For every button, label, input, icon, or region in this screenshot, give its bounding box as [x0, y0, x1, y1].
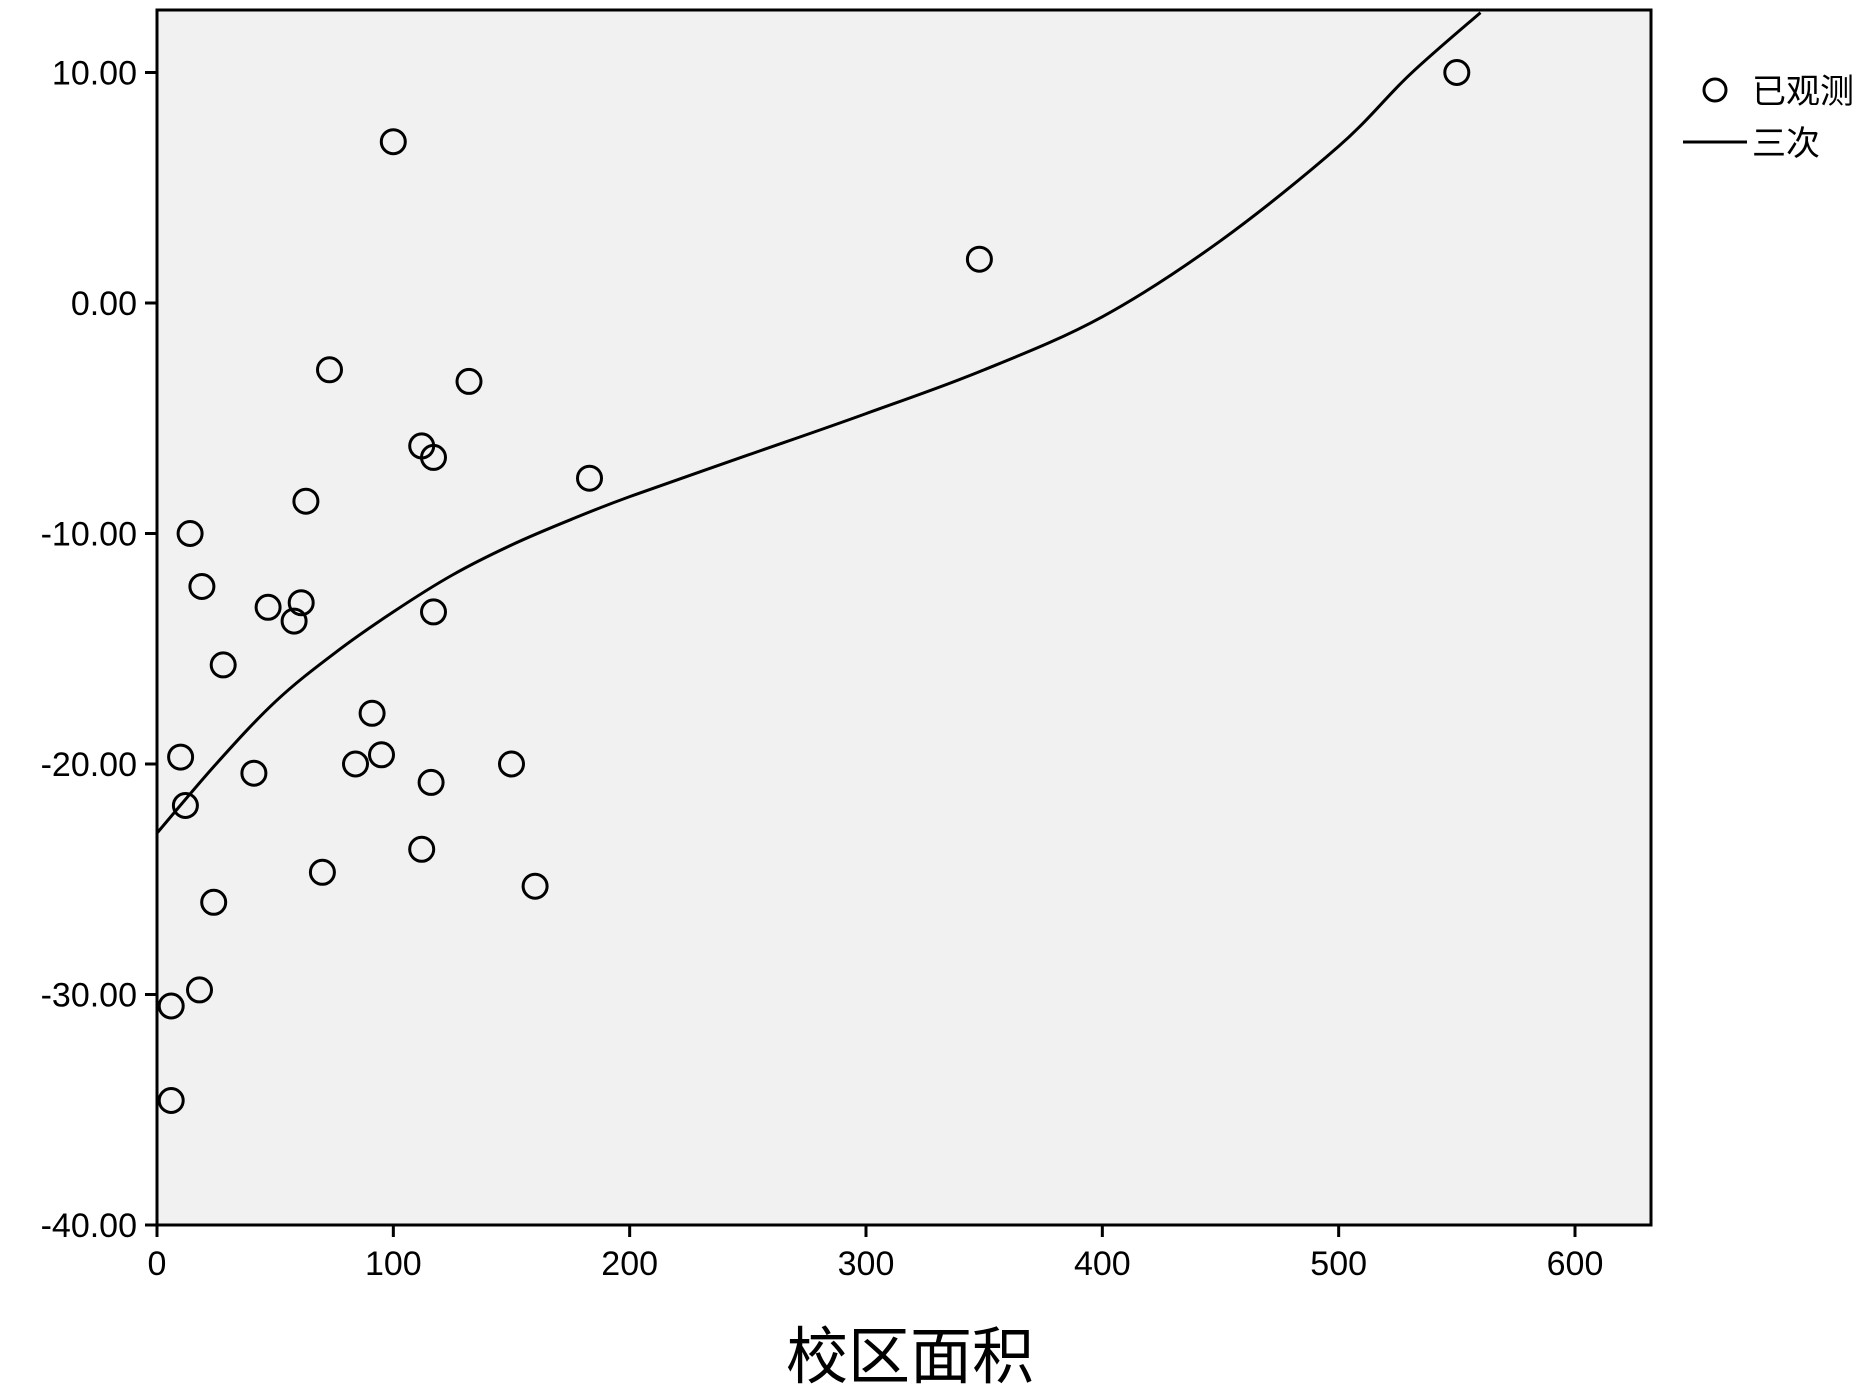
- observed-point: [209, 651, 237, 679]
- cubic-fit-line: [157, 11, 1482, 835]
- observed-point: [157, 1087, 185, 1114]
- observed-point: [254, 593, 282, 621]
- observed-point: [455, 367, 483, 395]
- x-tick-label: 500: [1310, 1245, 1367, 1283]
- observed-point: [408, 835, 436, 863]
- observed-point: [576, 464, 603, 492]
- y-axis: 10.00 0.00 -10.00 -20.00 -30.00 -40.00: [41, 55, 157, 1245]
- observed-point: [420, 598, 447, 626]
- x-tick-label: 300: [838, 1245, 895, 1283]
- observed-point: [157, 992, 185, 1020]
- x-axis: 0 100 200 300 400 500 600: [148, 1225, 1604, 1283]
- observed-point: [965, 245, 993, 273]
- observed-point: [200, 888, 228, 916]
- observed-point: [498, 750, 525, 778]
- observed-point: [287, 589, 315, 617]
- observed-point: [308, 858, 336, 886]
- observed-point: [171, 792, 199, 819]
- y-tick-label: -10.00: [41, 516, 137, 554]
- legend-observed-marker: [1702, 77, 1728, 103]
- observed-point: [342, 750, 369, 778]
- observed-point: [417, 768, 445, 796]
- observed-point: [186, 976, 213, 1004]
- x-tick-label: 100: [365, 1245, 422, 1283]
- x-tick-label: 0: [148, 1245, 167, 1283]
- observed-point: [188, 573, 216, 600]
- x-tick-label: 600: [1547, 1245, 1604, 1283]
- observed-point: [176, 520, 204, 547]
- x-axis-title: 校区面积: [786, 1320, 1034, 1393]
- observed-point: [521, 872, 549, 900]
- observed-point: [358, 699, 386, 727]
- observed-point: [240, 759, 268, 787]
- observed-points-layer: [157, 59, 1471, 1114]
- y-tick-label: 10.00: [52, 55, 137, 93]
- x-tick-label: 200: [601, 1245, 658, 1283]
- plot-area: [155, 8, 1653, 1227]
- observed-point: [368, 741, 395, 769]
- y-tick-label: -20.00: [41, 746, 137, 784]
- legend: 已观测 三次: [1683, 72, 1854, 164]
- legend-observed-label: 已观测: [1752, 72, 1854, 112]
- legend-cubic-label: 三次: [1752, 124, 1820, 164]
- observed-point: [167, 743, 195, 771]
- observed-point: [280, 607, 308, 635]
- observed-point: [316, 356, 343, 384]
- y-tick-label: -40.00: [41, 1207, 137, 1245]
- observed-point: [379, 128, 407, 156]
- observed-point: [1443, 59, 1471, 86]
- x-tick-label: 400: [1074, 1245, 1131, 1283]
- observed-point: [420, 443, 447, 471]
- y-tick-label: -30.00: [41, 977, 137, 1015]
- cubic-fit-layer: [157, 11, 1482, 835]
- y-tick-label: 0.00: [71, 285, 137, 323]
- observed-point: [292, 487, 320, 515]
